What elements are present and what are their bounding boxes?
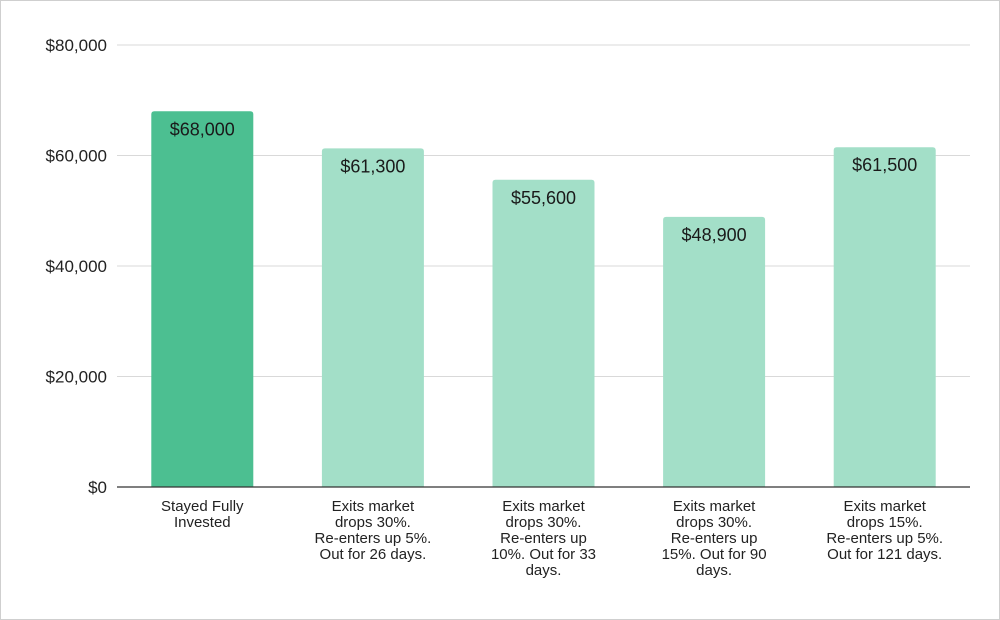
data-label: $55,600 <box>511 188 576 208</box>
bar <box>321 148 424 487</box>
data-label: $61,300 <box>340 156 405 176</box>
data-label: $68,000 <box>170 119 235 139</box>
x-category-label: Exits market drops 30%. Re-enters up 15%. O… <box>662 498 767 579</box>
x-category-label: Stayed Fully Invested <box>161 498 244 531</box>
bar <box>833 147 936 487</box>
x-category-label: Exits market drops 15%. Re-enters up 5%. Ou… <box>826 498 943 563</box>
y-tick-label: $0 <box>88 478 107 497</box>
bar <box>151 111 254 488</box>
x-category-label: Exits market drops 30%. Re-enters up 5%. Ou… <box>315 498 432 563</box>
data-label: $61,500 <box>852 155 917 175</box>
bar <box>663 216 766 487</box>
y-tick-label: $80,000 <box>46 36 107 55</box>
y-tick-label: $60,000 <box>46 147 107 166</box>
bar <box>492 179 595 487</box>
y-tick-label: $20,000 <box>46 368 107 387</box>
data-label: $48,900 <box>682 225 747 245</box>
y-tick-label: $40,000 <box>46 257 107 276</box>
x-category-label: Exits market drops 30%. Re-enters up 10%. O… <box>491 498 596 579</box>
